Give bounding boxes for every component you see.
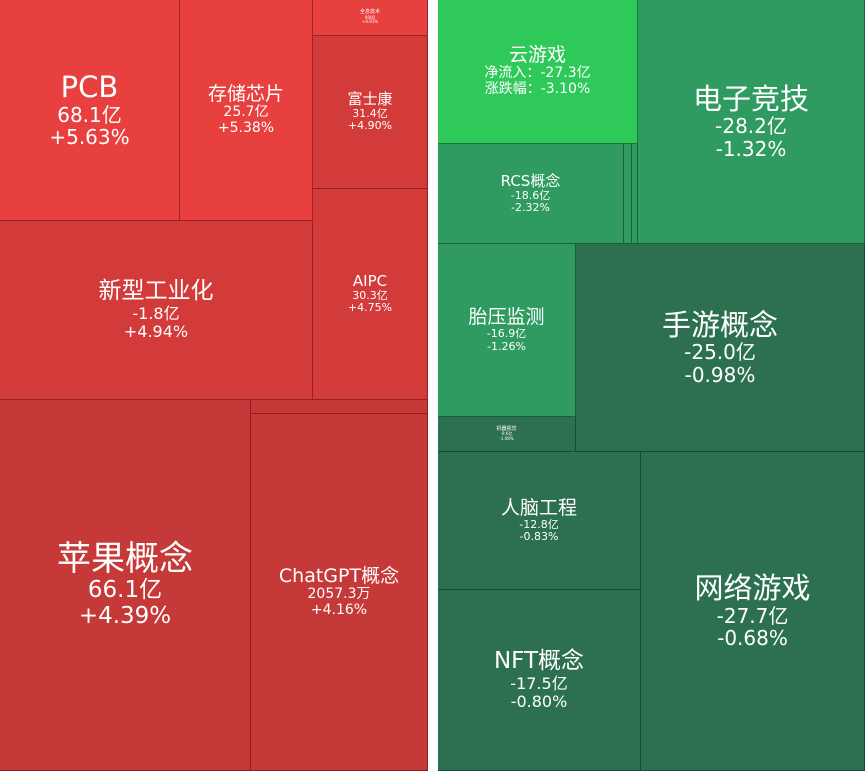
sector-tile-brain-engineering[interactable]: 人脑工程 -12.8亿 -0.83% xyxy=(438,452,641,590)
sector-flow: -16.9亿 xyxy=(486,327,527,341)
sector-name: 新型工业化 xyxy=(98,278,214,305)
sector-flow: -1.8亿 xyxy=(132,303,180,323)
sector-change: +4.75% xyxy=(347,301,393,315)
sector-tile-esports[interactable]: 电子竞技 -28.2亿 -1.32% xyxy=(638,0,865,244)
sector-flow: 净流入：-27.3亿 xyxy=(484,65,591,82)
sector-flow: -25.0亿 xyxy=(684,340,756,365)
sector-tile-cloud-gaming[interactable]: 云游戏 净流入：-27.3亿 涨跌幅：-3.10% xyxy=(438,0,638,144)
sector-flow: 30.3亿 xyxy=(352,289,388,303)
sector-name: 苹果概念 xyxy=(57,539,193,580)
sector-flow: -12.8亿 xyxy=(519,517,559,531)
sector-change: -0.83% xyxy=(519,530,559,544)
sector-flow: -17.5亿 xyxy=(510,673,568,693)
sector-name: 全息技术 xyxy=(359,9,380,16)
sector-change: +5.38% xyxy=(217,119,275,136)
sector-name: 人脑工程 xyxy=(500,496,577,519)
sector-name: 机器视觉 xyxy=(496,425,517,432)
sector-change: -0.80% xyxy=(510,691,568,711)
sector-tile-small-blank[interactable] xyxy=(251,400,428,414)
sector-tile-pcb[interactable]: PCB 68.1亿 +5.63% xyxy=(0,0,180,221)
sector-name: 网络游戏 xyxy=(694,571,811,606)
sector-tile-storage-chip[interactable]: 存储芯片 25.7亿 +5.38% xyxy=(180,0,313,221)
sector-tile-rcs[interactable]: RCS概念 -18.6亿 -2.32% xyxy=(438,144,624,244)
sector-name: PCB xyxy=(60,70,119,105)
sector-flow: 2057.3万 xyxy=(307,585,371,602)
sector-change: +4.94% xyxy=(123,321,189,341)
sector-tile-tire-pressure[interactable]: 胎压监测 -16.9亿 -1.26% xyxy=(438,244,576,417)
sector-flow: 68.1亿 xyxy=(57,102,122,127)
sector-tile-apple[interactable]: 苹果概念 66.1亿 +4.39% xyxy=(0,400,251,771)
sector-flow: 25.7亿 xyxy=(223,103,269,120)
sector-change: +4.16% xyxy=(310,601,368,618)
sector-flow: -18.6亿 xyxy=(510,188,551,202)
sector-name: 存储芯片 xyxy=(207,82,284,105)
sector-flow: -9.6亿 xyxy=(500,431,513,437)
sector-tile-mobile-games[interactable]: 手游概念 -25.0亿 -0.98% xyxy=(576,244,865,452)
sector-tile-online-games[interactable]: 网络游戏 -27.7亿 -0.68% xyxy=(641,452,865,771)
sector-name: 云游戏 xyxy=(508,44,566,67)
sector-name: 手游概念 xyxy=(661,307,778,342)
sector-tile-foxconn[interactable]: 富士康 31.4亿 +4.90% xyxy=(313,36,428,189)
sector-flow: 9000 xyxy=(364,14,376,20)
sector-change: +4.39% xyxy=(78,603,172,630)
sector-tile-machine-vision[interactable]: 机器视觉 -9.6亿 -1.08% xyxy=(438,417,576,452)
sector-change: +4.90% xyxy=(347,119,393,133)
sector-change: -1.26% xyxy=(487,339,526,353)
sector-flow: -28.2亿 xyxy=(715,114,787,139)
sector-change: -1.08% xyxy=(499,435,514,441)
sector-change: +4.93% xyxy=(361,19,379,25)
sector-name: RCS概念 xyxy=(500,171,561,190)
losers-treemap: 云游戏 净流入：-27.3亿 涨跌幅：-3.10% 电子竞技 -28.2亿 -1… xyxy=(438,0,865,771)
sector-change: -1.32% xyxy=(715,136,787,161)
sector-flow: 31.4亿 xyxy=(352,107,388,121)
sector-tile-new-industrialization[interactable]: 新型工业化 -1.8亿 +4.94% xyxy=(0,221,313,400)
sector-tile-thin-b[interactable] xyxy=(632,144,638,244)
sector-flow: 66.1亿 xyxy=(87,577,163,604)
sector-name: 电子竞技 xyxy=(692,81,809,116)
sector-tile-chatgpt[interactable]: ChatGPT概念 2057.3万 +4.16% xyxy=(251,414,428,771)
sector-tile-nft[interactable]: NFT概念 -17.5亿 -0.80% xyxy=(438,590,641,771)
sector-tile-holographic[interactable]: 全息技术 9000 +4.93% xyxy=(313,0,428,36)
sector-change: 涨跌幅：-3.10% xyxy=(484,81,591,98)
sector-tile-aipc[interactable]: AIPC 30.3亿 +4.75% xyxy=(313,189,428,400)
sector-tile-thin-a[interactable] xyxy=(624,144,632,244)
sector-change: -0.98% xyxy=(684,362,756,387)
sector-flow: -27.7亿 xyxy=(716,603,789,628)
sector-change: -0.68% xyxy=(717,626,788,651)
sector-change: -2.32% xyxy=(511,200,550,214)
sector-name: 胎压监测 xyxy=(468,306,545,329)
sector-name: NFT概念 xyxy=(493,648,585,675)
gainers-treemap: PCB 68.1亿 +5.63% 存储芯片 25.7亿 +5.38% 全息技术 … xyxy=(0,0,428,771)
sector-name: 富士康 xyxy=(347,90,393,109)
sector-change: +5.63% xyxy=(49,125,130,150)
sector-name: ChatGPT概念 xyxy=(278,564,400,587)
sector-name: AIPC xyxy=(352,272,388,291)
